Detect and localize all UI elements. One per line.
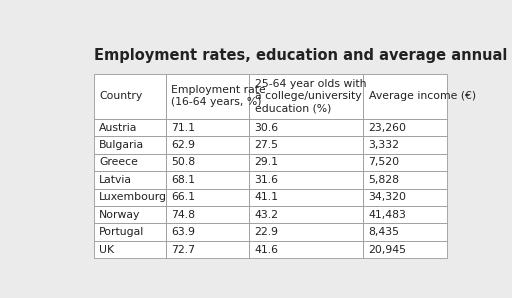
Text: 7,520: 7,520: [369, 157, 400, 167]
Text: 3,332: 3,332: [369, 140, 399, 150]
Text: 22.9: 22.9: [254, 227, 279, 237]
Text: 72.7: 72.7: [171, 245, 195, 254]
Text: 41.1: 41.1: [254, 192, 279, 202]
Bar: [364, 206, 447, 224]
Bar: [364, 136, 447, 154]
Text: 68.1: 68.1: [171, 175, 195, 185]
Bar: [94, 206, 166, 224]
Text: 50.8: 50.8: [171, 157, 195, 167]
Text: 27.5: 27.5: [254, 140, 279, 150]
Text: Latvia: Latvia: [99, 175, 132, 185]
Text: 20,945: 20,945: [369, 245, 407, 254]
Bar: [166, 206, 249, 224]
Text: 31.6: 31.6: [254, 175, 279, 185]
Bar: [249, 224, 364, 241]
Text: Employment rates, education and average annual income, 2015: Employment rates, education and average …: [94, 48, 512, 63]
Text: 8,435: 8,435: [369, 227, 399, 237]
Bar: [166, 224, 249, 241]
Bar: [94, 189, 166, 206]
Text: 71.1: 71.1: [171, 122, 195, 133]
Bar: [94, 136, 166, 154]
Bar: [249, 119, 364, 136]
Text: 43.2: 43.2: [254, 210, 279, 220]
Text: Portugal: Portugal: [99, 227, 144, 237]
Text: 41.6: 41.6: [254, 245, 279, 254]
Text: Country: Country: [99, 91, 142, 101]
Text: UK: UK: [99, 245, 114, 254]
Bar: [166, 119, 249, 136]
Bar: [166, 189, 249, 206]
Bar: [94, 119, 166, 136]
Bar: [94, 74, 166, 119]
Text: Austria: Austria: [99, 122, 137, 133]
Text: Greece: Greece: [99, 157, 138, 167]
Bar: [166, 136, 249, 154]
Bar: [94, 241, 166, 258]
Text: Employment rate
(16-64 years, %): Employment rate (16-64 years, %): [171, 85, 266, 108]
Bar: [364, 154, 447, 171]
Text: 66.1: 66.1: [171, 192, 195, 202]
Bar: [166, 154, 249, 171]
Bar: [94, 154, 166, 171]
Text: Norway: Norway: [99, 210, 140, 220]
Text: 29.1: 29.1: [254, 157, 279, 167]
Bar: [249, 74, 364, 119]
Text: 25-64 year olds with
a college/university
education (%): 25-64 year olds with a college/universit…: [254, 79, 366, 114]
Text: 23,260: 23,260: [369, 122, 407, 133]
Bar: [364, 189, 447, 206]
Bar: [166, 74, 249, 119]
Bar: [364, 171, 447, 189]
Text: 74.8: 74.8: [171, 210, 195, 220]
Bar: [364, 241, 447, 258]
Bar: [249, 136, 364, 154]
Bar: [249, 206, 364, 224]
Bar: [364, 224, 447, 241]
Text: 63.9: 63.9: [171, 227, 195, 237]
Text: 5,828: 5,828: [369, 175, 399, 185]
Bar: [94, 224, 166, 241]
Bar: [364, 74, 447, 119]
Text: Luxembourg: Luxembourg: [99, 192, 167, 202]
Bar: [166, 171, 249, 189]
Text: Bulgaria: Bulgaria: [99, 140, 144, 150]
Text: Average income (€): Average income (€): [369, 91, 476, 101]
Bar: [249, 189, 364, 206]
Bar: [249, 171, 364, 189]
Text: 41,483: 41,483: [369, 210, 407, 220]
Bar: [249, 154, 364, 171]
Bar: [249, 241, 364, 258]
Text: 34,320: 34,320: [369, 192, 407, 202]
Text: 62.9: 62.9: [171, 140, 195, 150]
Text: 30.6: 30.6: [254, 122, 279, 133]
Bar: [364, 119, 447, 136]
Bar: [94, 171, 166, 189]
Bar: [166, 241, 249, 258]
